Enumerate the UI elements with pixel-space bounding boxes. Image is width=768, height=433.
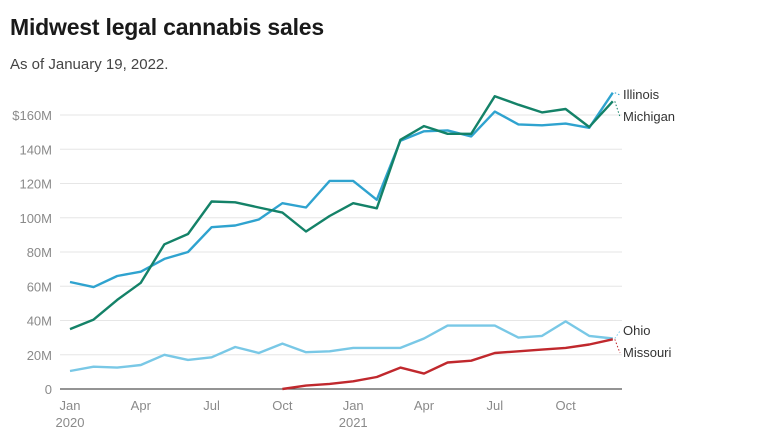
y-tick-label: 140M [19, 142, 52, 157]
x-tick-label: Oct [272, 398, 293, 413]
y-tick-label: 120M [19, 177, 52, 192]
leader-line-ohio [614, 330, 621, 339]
x-tick-label: Jul [203, 398, 220, 413]
x-tick-label: Apr [414, 398, 435, 413]
x-tick-year-label: 2020 [56, 415, 85, 430]
leader-line-illinois [614, 92, 621, 96]
leader-line-michigan [614, 101, 621, 118]
y-axis-ticks: 0 20M 40M 60M 80M 100M 120M 140M $160M [12, 108, 52, 397]
series-label-michigan: Michigan [623, 109, 675, 124]
series-line-ohio [69, 320, 613, 373]
y-tick-label: 20M [27, 348, 52, 363]
x-tick-label: Jan [343, 398, 364, 413]
gridlines [60, 114, 622, 390]
series-labels: Illinois Michigan Ohio Missouri [614, 87, 675, 360]
x-axis-ticks: Jan 2020 Apr Jul Oct Jan 2021 Apr Jul Oct [56, 398, 577, 430]
series-line-illinois [69, 92, 614, 289]
chart-title: Midwest legal cannabis sales [10, 14, 324, 40]
series-label-illinois: Illinois [623, 87, 660, 102]
series-label-missouri: Missouri [623, 345, 672, 360]
y-tick-label: 100M [19, 211, 52, 226]
chart-subtitle: As of January 19, 2022. [10, 56, 169, 73]
x-tick-label: Jul [486, 398, 503, 413]
y-tick-label: $160M [12, 108, 52, 123]
x-tick-label: Oct [555, 398, 576, 413]
y-tick-label: 60M [27, 279, 52, 294]
series-lines [69, 92, 614, 391]
y-tick-label: 0 [45, 382, 52, 397]
y-tick-label: 40M [27, 314, 52, 329]
x-tick-year-label: 2021 [339, 415, 368, 430]
series-line-missouri [282, 338, 614, 391]
leader-line-missouri [614, 339, 621, 354]
y-tick-label: 80M [27, 245, 52, 260]
series-label-ohio: Ohio [623, 323, 650, 338]
x-tick-label: Apr [131, 398, 152, 413]
x-tick-label: Jan [60, 398, 81, 413]
series-line-michigan [69, 94, 614, 331]
